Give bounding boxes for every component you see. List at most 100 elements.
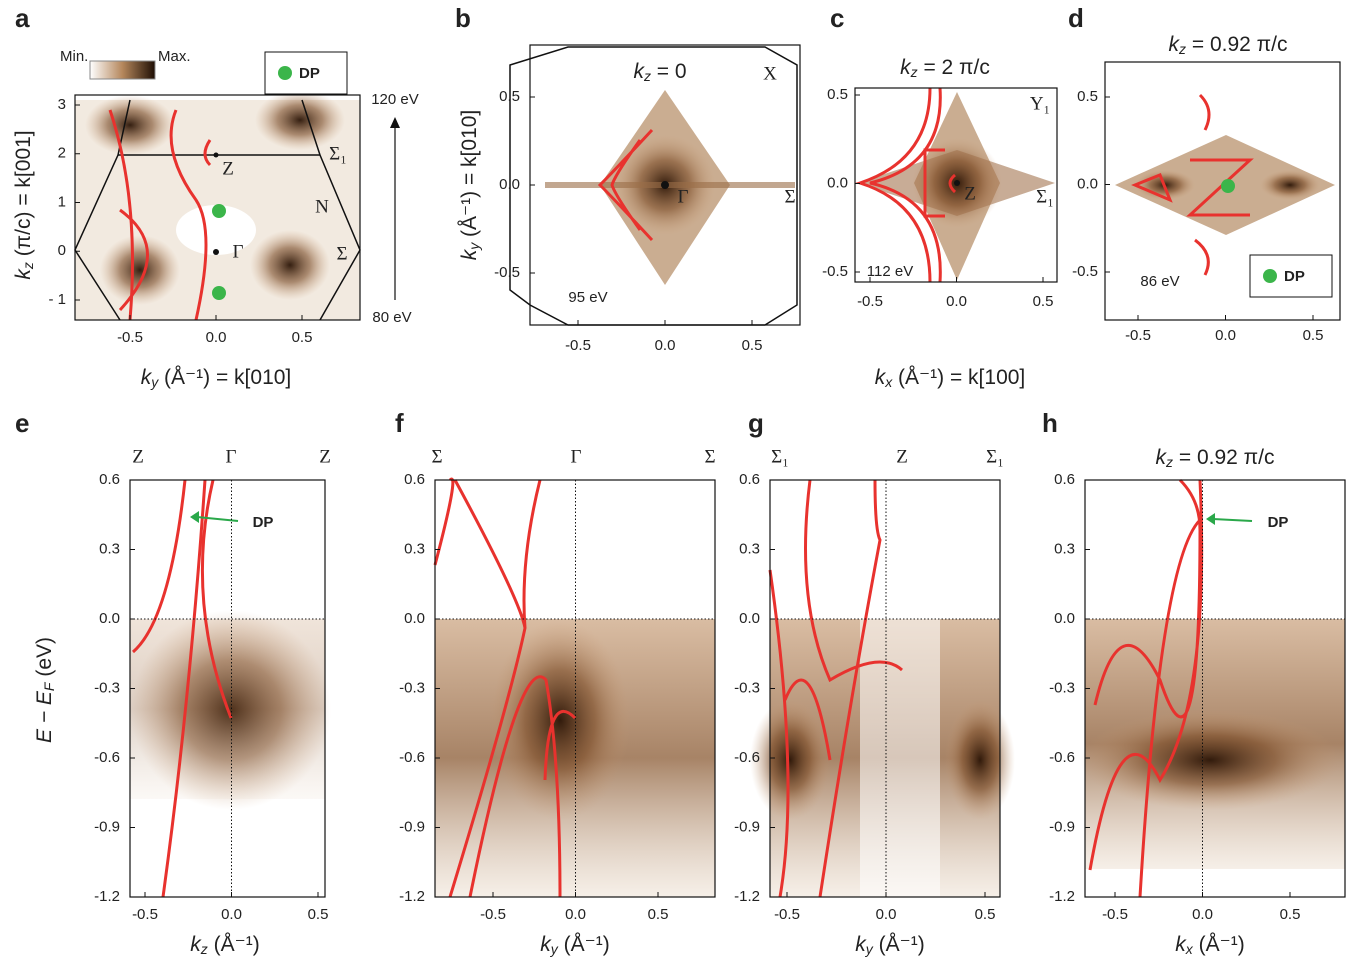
x-axis-label: kz (Å⁻¹) (190, 933, 259, 957)
point-label: Σ (784, 186, 795, 207)
x-tick-label: 0.0 (206, 329, 227, 346)
symmetry-label: Σ (704, 446, 715, 467)
unit: = 0.92 π/c (1186, 33, 1287, 56)
bz (74, 46, 798, 326)
colorbar (89, 60, 156, 80)
symbol: k (875, 366, 887, 389)
x-tick-label: 0.5 (1303, 327, 1324, 344)
y-tick-label: -0.6 (94, 749, 120, 766)
point-label: X (763, 63, 777, 84)
point-label: Γ (678, 186, 689, 207)
y-tick-label: -0.9 (399, 818, 425, 835)
energy-arrow (390, 117, 400, 300)
y-tick-label: -1.2 (734, 888, 760, 905)
y-tick-label: 0.0 (404, 610, 425, 627)
unit: = 0 (651, 60, 687, 83)
y-tick-label: 0.5 (827, 86, 848, 103)
symbol: k (1175, 933, 1187, 956)
symbol: k (1156, 446, 1168, 469)
symbol: E − E (33, 690, 56, 743)
legend-label: DP (299, 65, 320, 82)
x-axis-label: ky (Å⁻¹) (855, 933, 924, 957)
symmetry-label: Z (896, 446, 908, 467)
subscript: y (150, 374, 159, 390)
subscript: z (643, 68, 651, 84)
point-label: Z (222, 158, 234, 179)
panel-title: kz = 0.92 π/c (1156, 446, 1275, 470)
y-tick-label: 3 (58, 96, 66, 113)
symmetry-label: Z (319, 446, 331, 467)
point-label: Σ₁ (1036, 186, 1054, 207)
y-tick-label: -1.2 (399, 888, 425, 905)
x-axis-label: kx (Å⁻¹) = k[100] (875, 366, 1026, 390)
x-tick-label: 0.0 (221, 906, 242, 923)
x-tick-label: 0.0 (946, 293, 967, 310)
x-tick-label: 0.0 (655, 337, 676, 354)
y-tick-label: -0.6 (734, 749, 760, 766)
point-label: 80 eV (372, 309, 411, 326)
symbol: k (1169, 33, 1181, 56)
x-tick-label: -0.5 (774, 906, 800, 923)
x-tick-label: 0.0 (1215, 327, 1236, 344)
x-tick-label: 0.5 (975, 906, 996, 923)
unit: (Å⁻¹) (1193, 933, 1245, 956)
panel-letter: h (1042, 408, 1058, 438)
panel-title: kz = 0.92 π/c (1169, 33, 1288, 57)
unit: (Å⁻¹) (873, 933, 925, 956)
y-tick-label: 0.0 (499, 176, 520, 193)
point-label: Σ (336, 243, 347, 264)
x-tick-label: 0.5 (308, 906, 329, 923)
map-h (1080, 619, 1345, 869)
panel-letter: c (830, 3, 844, 33)
energy-axis-label: E − EF (eV) (33, 637, 57, 743)
unit: (eV) (33, 637, 56, 683)
y-tick-label: 0.0 (99, 610, 120, 627)
y-tick-label: 0.3 (739, 540, 760, 557)
unit: (Å⁻¹) = k[100] (892, 366, 1025, 389)
y-tick-label: 0.6 (404, 471, 425, 488)
colorbar-max: Max. (158, 48, 191, 65)
subscript: x (1185, 941, 1194, 957)
point-label: Y₁ (1030, 93, 1050, 114)
y-tick-label: 0.0 (827, 174, 848, 191)
y-tick-label: 0.5 (1077, 88, 1098, 105)
unit: (Å⁻¹) = k[010] (158, 366, 291, 389)
y-tick-label: 0.3 (99, 540, 120, 557)
point-label: 86 eV (1140, 273, 1179, 290)
unit: (Å⁻¹) (558, 933, 610, 956)
x-tick-label: -0.5 (132, 906, 158, 923)
x-tick-label: -0.5 (1125, 327, 1151, 344)
y-tick-label: 1 (58, 193, 66, 210)
x-tick-label: 0.0 (1192, 906, 1213, 923)
plot-frame (1104, 61, 1341, 321)
x-tick-label: -0.5 (1102, 906, 1128, 923)
x-tick-label: -0.5 (117, 329, 143, 346)
y-axis-label: kz (π/c) = k[001] (12, 130, 36, 279)
y-tick-label: -0.9 (734, 818, 760, 835)
symbol: k (458, 248, 481, 260)
subscript: z (1165, 454, 1173, 470)
y-tick-label: -0.3 (734, 679, 760, 696)
y-tick-label: -1.2 (94, 888, 120, 905)
y-tick-label: 0.6 (1054, 471, 1075, 488)
unit: = 2 π/c (918, 56, 990, 79)
x-tick-label: 0.0 (565, 906, 586, 923)
unit: (Å⁻¹) = k[010] (458, 110, 481, 243)
x-axis-label: ky (Å⁻¹) = k[010] (141, 366, 292, 390)
subscript: y (550, 941, 559, 957)
x-axis-label: ky (Å⁻¹) (540, 933, 609, 957)
y-tick-label: 2 (58, 145, 66, 162)
y-tick-label: 0.0 (739, 610, 760, 627)
unit: (π/c) = k[001] (12, 130, 35, 262)
symbol: k (141, 366, 153, 389)
panel-letter: d (1068, 3, 1084, 33)
y-tick-label: -0.9 (1049, 818, 1075, 835)
y-tick-label: -0.3 (94, 679, 120, 696)
x-tick-label: -0.5 (480, 906, 506, 923)
y-tick-label: 0.0 (1077, 175, 1098, 192)
x-tick-label: -0.5 (565, 337, 591, 354)
symbol: k (900, 56, 912, 79)
point-label: Z (964, 183, 976, 204)
symmetry-label: Γ (571, 446, 582, 467)
